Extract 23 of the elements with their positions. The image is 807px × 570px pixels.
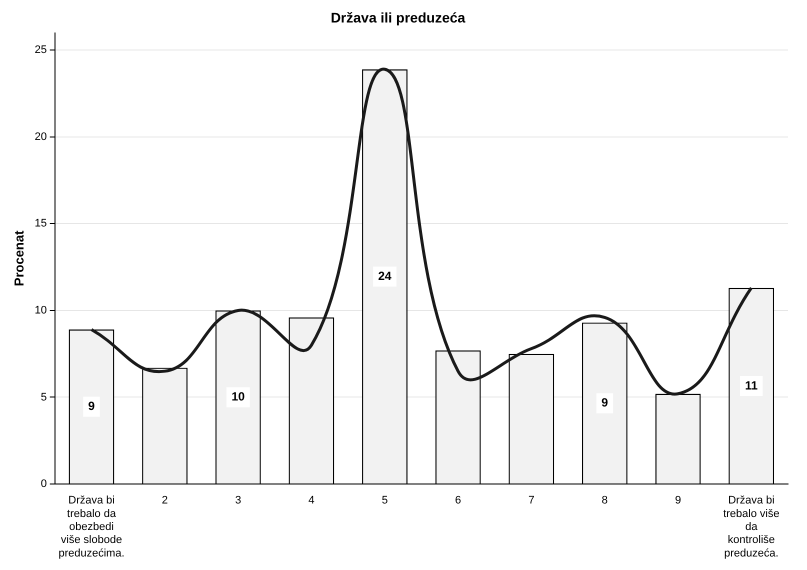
x-tick-label: 8 [602,494,608,507]
data-label: 9 [601,396,608,410]
y-tick-label: 20 [34,130,47,143]
x-tick-label: Država bi trebalo da obezbedi više slobode preduzećima. [58,494,125,560]
y-tick-label: 25 [34,44,47,56]
x-tick-label: Država bi trebalo više da kontroliše preduzeća. [723,494,780,560]
chart-title: Država ili preduzeća [330,9,466,26]
y-tick-label: 15 [34,218,47,230]
data-label: 9 [88,399,96,414]
x-tick-label: 6 [455,494,462,507]
data-label: 10 [231,390,246,404]
x-tick-label: 7 [528,494,534,507]
data-label: 24 [378,268,392,283]
x-tick-label: 3 [235,494,242,507]
x-tick-label: 4 [308,494,315,507]
y-tick-label: 0 [40,478,47,490]
x-tick-label: 9 [674,494,682,507]
x-tick-label: 2 [162,494,168,507]
data-label: 11 [745,378,758,392]
y-tick-label: 10 [34,304,47,316]
x-tick-label: 5 [382,494,388,507]
y-axis-title: Procenat [11,230,26,286]
y-tick-label: 5 [40,391,47,404]
